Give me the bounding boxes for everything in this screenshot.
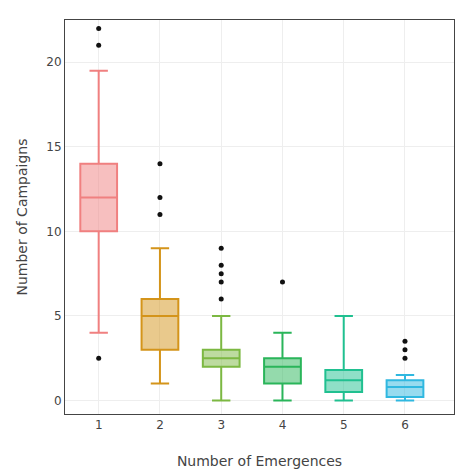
- svg-text:2: 2: [156, 418, 164, 432]
- svg-text:3: 3: [217, 418, 225, 432]
- svg-text:10: 10: [46, 225, 61, 239]
- svg-text:1: 1: [95, 418, 103, 432]
- svg-text:20: 20: [46, 55, 61, 69]
- svg-text:5: 5: [54, 309, 62, 323]
- svg-text:Number of Campaigns: Number of Campaigns: [14, 138, 30, 295]
- svg-text:15: 15: [46, 140, 61, 154]
- svg-text:5: 5: [340, 418, 348, 432]
- svg-text:4: 4: [279, 418, 287, 432]
- svg-text:0: 0: [54, 394, 62, 408]
- svg-text:6: 6: [401, 418, 409, 432]
- svg-text:Number of Emergences: Number of Emergences: [177, 453, 342, 469]
